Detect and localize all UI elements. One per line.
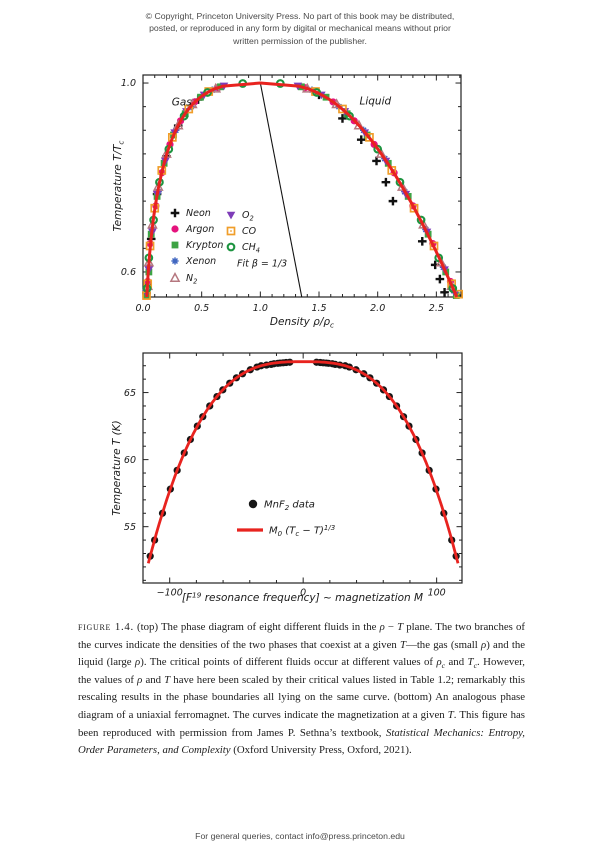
copyright-notice: © Copyright, Princeton University Press.… [145, 11, 455, 46]
gas-label: Gas [172, 97, 193, 109]
rectilinear-diameter-line [259, 82, 303, 298]
y-tick-label: 0.6 [121, 267, 136, 278]
x-tick-label: 2.0 [370, 303, 385, 314]
plus-marker [435, 274, 445, 284]
x-axis-label: [F19 resonance frequency] ~ magnetizatio… [182, 591, 423, 605]
x-tick-label: −100 [157, 588, 183, 599]
legend: MnF2 data M0 (Tc − T)1/3 [237, 499, 335, 538]
plus-marker [372, 156, 381, 166]
series-co [142, 87, 464, 300]
circle-open-marker [373, 144, 383, 154]
triangle-down-marker [226, 211, 236, 220]
x-tick-label: 2.5 [429, 303, 444, 314]
x-tick-label: 1.0 [253, 303, 268, 314]
circle-open-marker [226, 242, 236, 252]
y-tick-label: 55 [124, 522, 136, 533]
circle-open-marker [345, 111, 354, 121]
fluids-phase-diagram-chart: 0.0 0.5 1.0 1.5 2.0 2.5 0.6 1.0 Density ρ/ρc Temp… [100, 62, 600, 334]
triangle-open-marker [169, 272, 181, 282]
asterisk-marker [171, 257, 179, 265]
queries-footer: For general queries, contact info@press.… [195, 831, 405, 841]
legend-label: Argon [185, 224, 214, 235]
legend: Neon Argon Krypton Xenon N2 O2 CO CH4 Fit β = 1/… [169, 208, 287, 286]
plus-marker [381, 177, 391, 187]
legend-fit-label: Fit β = 1/3 [237, 259, 287, 270]
plus-marker [356, 135, 366, 145]
legend-label: Krypton [186, 240, 223, 251]
legend-label: Xenon [185, 256, 216, 267]
legend-label: O2 [242, 210, 254, 223]
legend-data-marker [248, 499, 258, 509]
square-marker [171, 241, 179, 249]
x-tick-label: 0.5 [194, 303, 209, 314]
plus-marker [388, 196, 398, 206]
plot-frame [142, 352, 463, 584]
fit-curve [146, 360, 460, 564]
circle-open-marker [203, 88, 212, 97]
legend-label: CH4 [242, 242, 260, 255]
y-tick-label: 60 [124, 455, 136, 466]
y-axis-label: Temperature T/Tc [112, 141, 126, 232]
square-open-marker [226, 226, 236, 236]
circle-marker [171, 225, 179, 233]
x-axis-label: Density ρ/ρc [270, 316, 334, 330]
axis-ticks [142, 353, 462, 583]
y-tick-label: 1.0 [121, 78, 136, 89]
figure-caption: figure 1.4. (top) The phase diagram of e… [78, 621, 526, 757]
legend-fit-label: M0 (Tc − T)1/3 [269, 524, 335, 538]
x-tick-label: 100 [428, 588, 446, 599]
plus-marker [170, 208, 180, 218]
plus-marker [338, 114, 347, 123]
liquid-label: Liquid [360, 95, 392, 107]
ferromagnet-phase-diagram-svg: −100 0 100 55 60 65 [F19 resonance frequency] … [111, 352, 463, 605]
legend-label: Neon [186, 208, 211, 219]
legend-label: CO [242, 226, 257, 237]
y-axis-label: Temperature T (K) [111, 420, 123, 515]
series-argon [144, 84, 455, 286]
plus-marker [440, 287, 449, 297]
plus-marker [417, 236, 427, 246]
ferromagnet-phase-diagram-chart: −100 0 100 55 60 65 [F19 resonance frequency] … [100, 340, 600, 608]
x-tick-label: 1.5 [311, 303, 326, 314]
fit-curve [145, 81, 459, 298]
y-tick-label: 65 [124, 388, 136, 399]
legend-data-label: MnF2 data [264, 500, 315, 513]
plot-frame [142, 74, 462, 298]
x-tick-label: 0.0 [135, 303, 150, 314]
x-tick-label: 0 [300, 588, 306, 599]
legend-label: N2 [186, 273, 197, 286]
